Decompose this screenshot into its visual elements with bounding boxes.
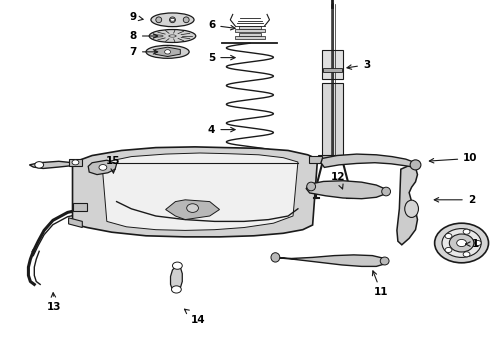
Polygon shape [171, 264, 182, 292]
Text: 8: 8 [130, 31, 158, 41]
Text: 12: 12 [331, 172, 345, 189]
Circle shape [435, 223, 489, 263]
Text: 6: 6 [208, 20, 235, 30]
Circle shape [445, 247, 452, 252]
Polygon shape [306, 181, 386, 199]
Ellipse shape [151, 13, 194, 27]
Polygon shape [309, 156, 322, 163]
Polygon shape [73, 203, 87, 211]
Circle shape [172, 286, 181, 293]
Circle shape [463, 252, 470, 257]
Polygon shape [166, 200, 220, 220]
Ellipse shape [410, 160, 421, 170]
Polygon shape [323, 68, 342, 72]
Polygon shape [235, 36, 265, 39]
Polygon shape [322, 50, 343, 79]
Text: 7: 7 [129, 47, 158, 57]
Ellipse shape [307, 182, 316, 191]
Ellipse shape [169, 35, 176, 37]
Circle shape [457, 239, 466, 247]
Circle shape [187, 204, 198, 212]
Ellipse shape [183, 17, 189, 23]
Polygon shape [397, 165, 417, 245]
Polygon shape [69, 218, 82, 228]
Circle shape [463, 229, 470, 234]
Text: 1: 1 [466, 239, 479, 249]
Text: 2: 2 [434, 195, 475, 205]
Text: 14: 14 [184, 309, 205, 325]
Text: 9: 9 [130, 12, 143, 22]
Polygon shape [273, 255, 386, 266]
Ellipse shape [405, 200, 418, 217]
Polygon shape [239, 33, 261, 36]
Text: 13: 13 [47, 293, 61, 312]
Circle shape [165, 50, 171, 54]
Circle shape [445, 234, 452, 239]
Polygon shape [69, 159, 82, 166]
Circle shape [449, 234, 474, 252]
Polygon shape [155, 47, 180, 57]
Ellipse shape [149, 30, 196, 42]
Circle shape [474, 240, 481, 246]
Text: 10: 10 [429, 153, 478, 163]
Text: 5: 5 [208, 53, 235, 63]
Text: 3: 3 [347, 60, 370, 70]
Ellipse shape [146, 45, 189, 58]
Ellipse shape [170, 18, 175, 21]
Text: 4: 4 [208, 125, 235, 135]
Text: 15: 15 [105, 156, 120, 173]
Ellipse shape [382, 187, 391, 196]
Polygon shape [29, 161, 73, 168]
Polygon shape [102, 153, 298, 230]
Polygon shape [88, 160, 117, 175]
Ellipse shape [170, 17, 175, 23]
Circle shape [35, 162, 44, 168]
Circle shape [99, 165, 107, 170]
Ellipse shape [271, 253, 280, 262]
Ellipse shape [156, 17, 162, 23]
Polygon shape [318, 155, 348, 163]
Text: 11: 11 [372, 271, 389, 297]
Polygon shape [322, 83, 343, 158]
Polygon shape [239, 26, 261, 29]
Polygon shape [321, 154, 416, 167]
Polygon shape [235, 29, 265, 32]
Circle shape [72, 160, 79, 165]
Circle shape [442, 229, 481, 257]
Ellipse shape [380, 257, 389, 265]
Polygon shape [73, 147, 318, 237]
Circle shape [172, 262, 182, 269]
